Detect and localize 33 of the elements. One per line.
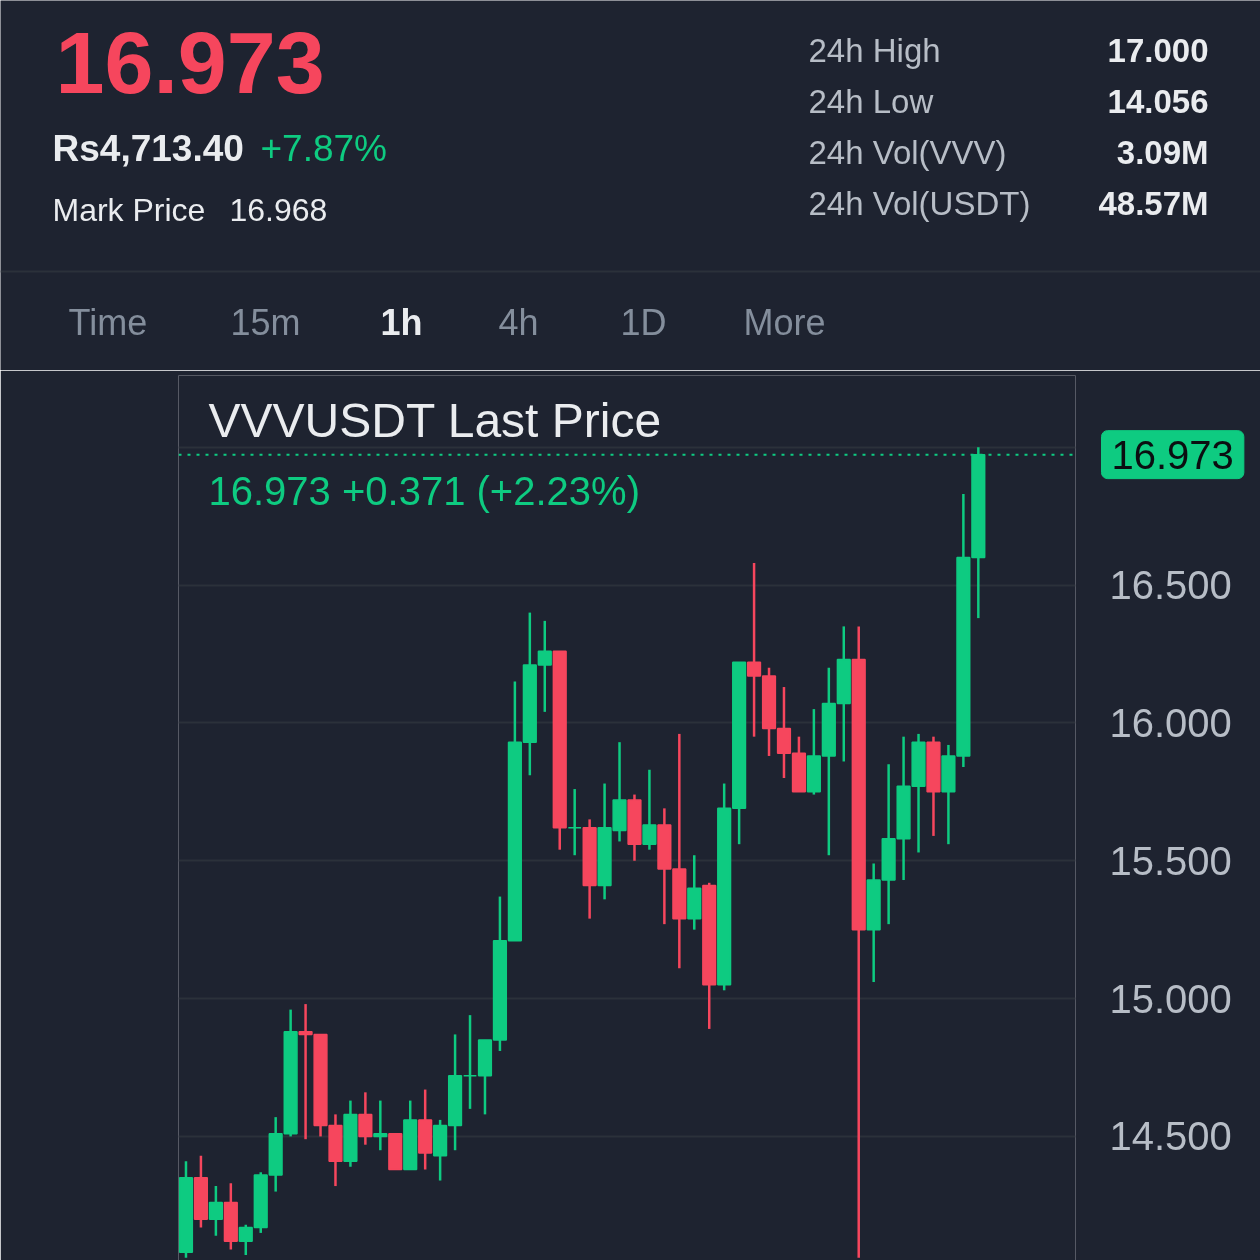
text: Mark Price	[52, 191, 206, 228]
text: More	[743, 302, 826, 343]
text: +7.87%	[260, 128, 388, 169]
text: 24h High	[808, 32, 941, 69]
candlestick	[642, 768, 657, 851]
text: 16.973	[55, 13, 325, 112]
text: 1D	[620, 302, 667, 343]
y-tick-label: 14.500	[1109, 1114, 1232, 1159]
text: 3.09M	[1116, 134, 1209, 171]
candlestick	[373, 1099, 388, 1152]
candlestick	[208, 1184, 223, 1237]
text: 17.000	[1107, 32, 1209, 69]
text: 24h Vol(USDT)	[808, 185, 1031, 222]
text: Time	[68, 302, 148, 343]
candlestick	[358, 1091, 373, 1146]
y-tick-label: 16.500	[1109, 563, 1232, 608]
y-tick-label: 15.500	[1109, 838, 1232, 883]
text: 24h Low	[808, 83, 934, 120]
text: Rs4,713.40	[52, 128, 244, 169]
text: 24h Vol(VVV)	[808, 134, 1007, 171]
text: 14.056	[1107, 83, 1209, 120]
text: 16.973 +0.371 (+2.23%)	[208, 468, 640, 513]
y-tick-label: 16.000	[1109, 700, 1232, 745]
y-tick-label: 15.000	[1109, 976, 1232, 1021]
text: 15m	[230, 302, 301, 343]
text: 48.57M	[1098, 185, 1209, 222]
text: 1h	[380, 302, 423, 343]
chart-title: VVVUSDT Last Price	[208, 394, 662, 447]
candlestick	[567, 787, 582, 857]
text: 4h	[498, 302, 539, 343]
candlestick	[462, 1013, 478, 1111]
ref-line-label: 16.973	[1111, 432, 1234, 477]
text: 16.968	[229, 191, 328, 228]
